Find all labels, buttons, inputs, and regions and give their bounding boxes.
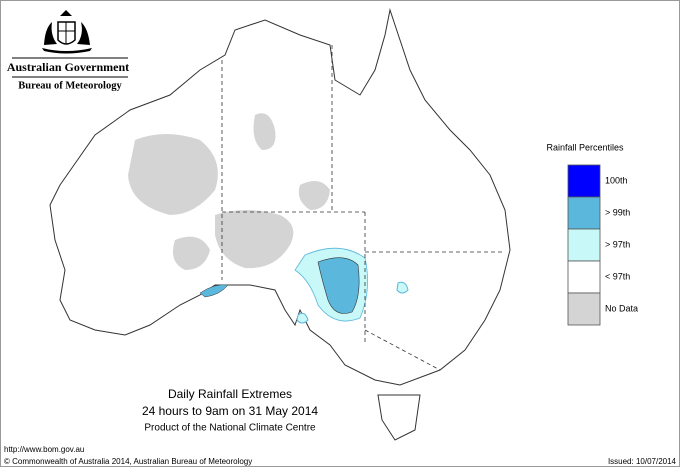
footer-copyright: © Commonwealth of Australia 2014, Austra… [4,457,252,466]
footer-url: http://www.bom.gov.au [4,445,84,454]
caption-period: 24 hours to 9am on 31 May 2014 [142,404,318,418]
legend: 100th > 99th > 97th < 97th No Data [567,164,638,326]
caption-product: Product of the National Climate Centre [144,423,316,434]
state-borders [221,45,505,371]
legend-label: > 99th [605,207,630,217]
legend-swatch [567,196,601,230]
agency-name: Bureau of Meteorology [18,80,122,91]
mainland-outline [49,8,511,386]
legend-swatch [567,164,601,198]
government-name: Australian Government [7,60,129,74]
legend-label: 100th [605,175,628,185]
legend-label: < 97th [605,271,630,281]
tasmania-outline [377,394,421,441]
emblem [42,10,92,54]
legend-swatch [567,292,601,326]
no-data-areas [128,113,330,270]
legend-label: No Data [605,303,638,313]
legend-label: > 97th [605,239,630,249]
footer-issued: Issued: 10/07/2014 [608,457,677,466]
legend-swatch [567,228,601,262]
australia-map [49,8,511,441]
caption-title: Daily Rainfall Extremes [168,387,292,401]
legend-swatch [567,260,601,294]
rainfall-areas [199,247,409,324]
legend-title: Rainfall Percentiles [546,142,624,152]
